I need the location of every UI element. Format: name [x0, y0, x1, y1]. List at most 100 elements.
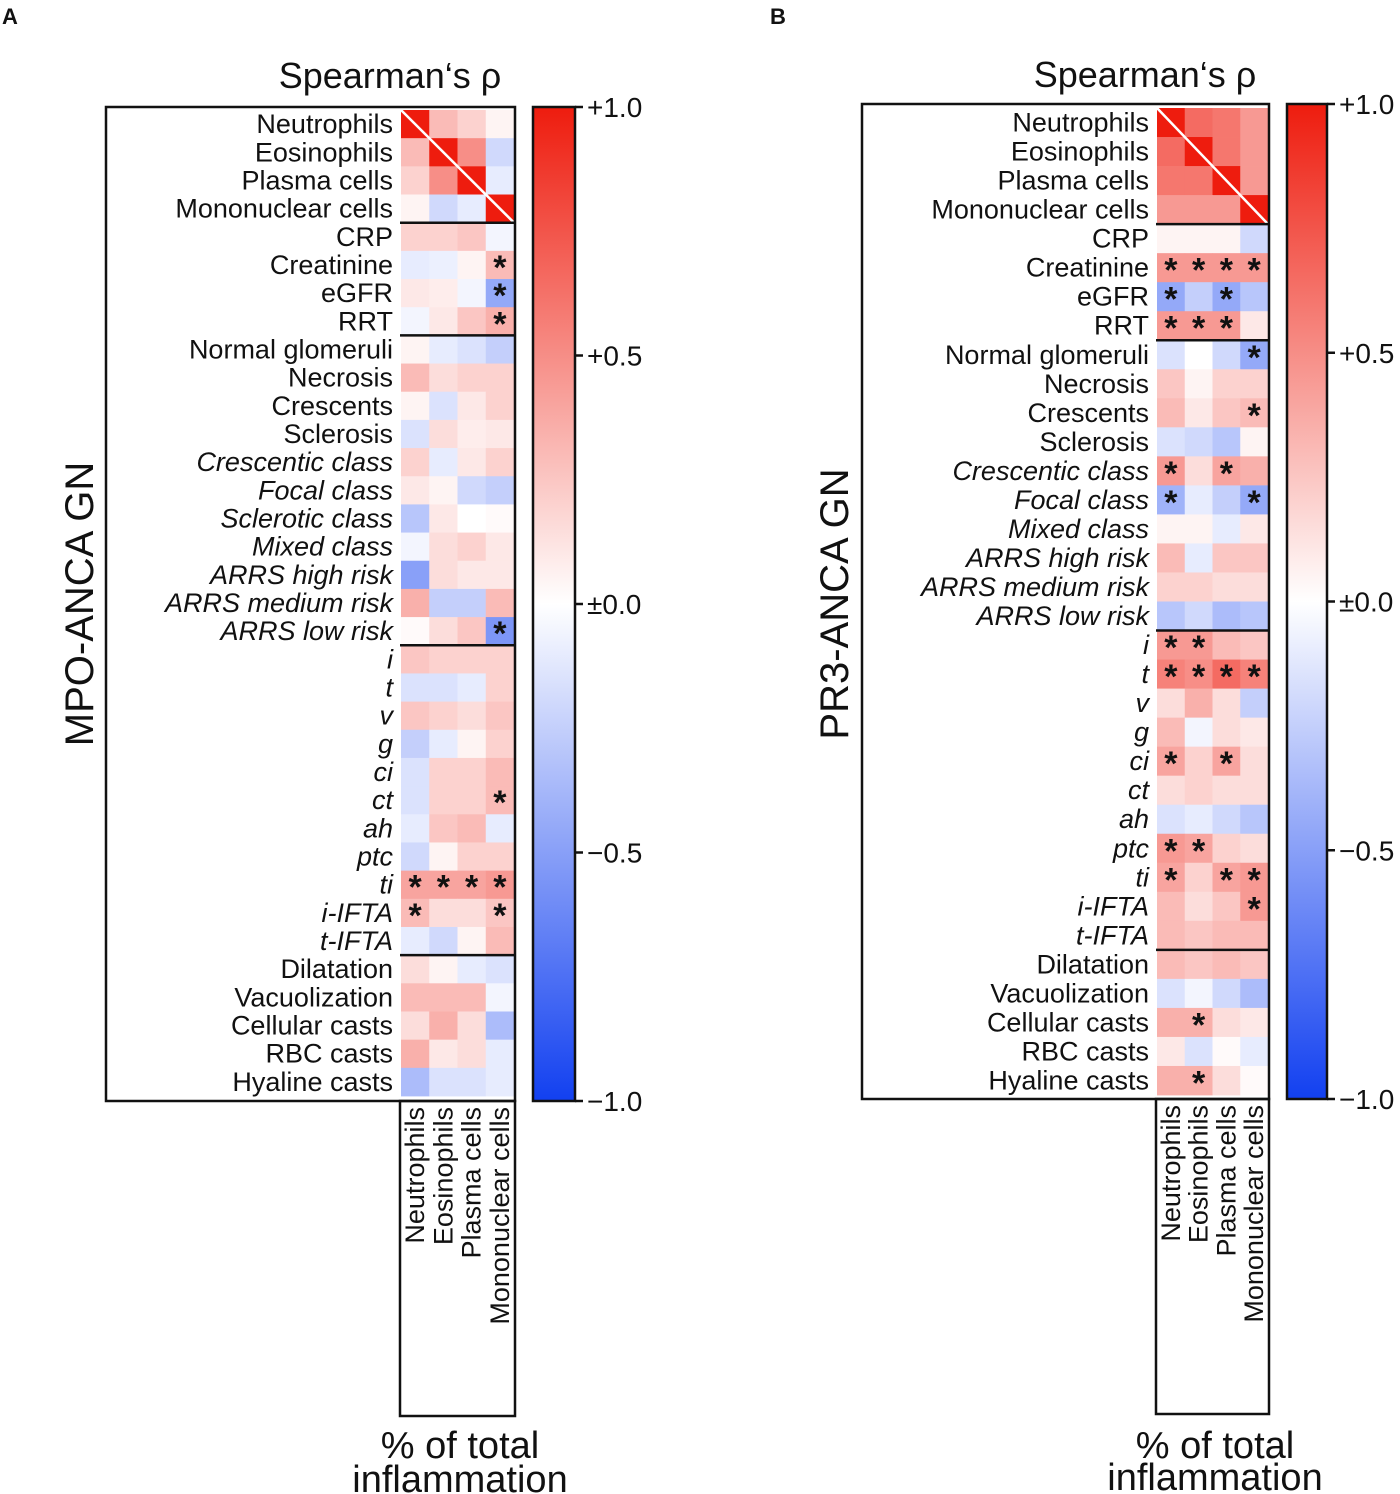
heatmap-cell — [1184, 659, 1213, 689]
row-label: ARRS medium risk — [919, 572, 1151, 602]
heatmap-cell — [1157, 543, 1186, 573]
heatmap-cell — [1240, 688, 1269, 719]
heatmap-cell — [401, 926, 430, 956]
heatmap-cell — [401, 898, 430, 928]
significance-star: * — [1164, 252, 1178, 290]
heatmap-cell — [429, 983, 458, 1012]
heatmap-cell — [457, 138, 487, 167]
heatmap-cell — [1184, 398, 1213, 428]
heatmap-cell — [429, 307, 458, 336]
row-label: Sclerosis — [283, 419, 393, 449]
heatmap-cell — [429, 1011, 458, 1041]
row-label: ARRS medium risk — [163, 588, 395, 618]
heatmap-cell — [1157, 659, 1186, 689]
column-label-box — [1154, 1097, 1271, 1416]
row-label: RBC casts — [1021, 1036, 1149, 1066]
heatmap-cell — [1157, 1036, 1186, 1067]
heatmap-cell — [485, 757, 515, 787]
row-label: ct — [372, 785, 395, 815]
heatmap-cell — [1212, 456, 1241, 486]
heatmap-cell — [1184, 195, 1213, 225]
heatmap-cell — [457, 110, 487, 139]
colorbar-tick-label: +0.5 — [1339, 338, 1394, 369]
heatmap-cell — [1184, 978, 1213, 1009]
heatmap-cell — [1240, 949, 1269, 980]
row-label: g — [1134, 717, 1149, 747]
significance-star: * — [1220, 658, 1234, 696]
heatmap-cell — [1157, 688, 1186, 719]
column-label: Neutrophils — [1156, 1105, 1186, 1242]
significance-star: * — [1164, 745, 1178, 783]
heatmap-cell — [401, 673, 430, 702]
significance-star: * — [493, 897, 507, 935]
row-label: Crescentic class — [196, 447, 393, 477]
row-label: Neutrophils — [1012, 108, 1149, 138]
heatmap-cell — [457, 1067, 487, 1097]
heatmap-cell — [429, 729, 458, 759]
row-label: Focal class — [1014, 485, 1149, 515]
heatmap-cell — [485, 1039, 515, 1069]
row-label: Cellular casts — [231, 1011, 393, 1041]
heatmap-cell — [1212, 949, 1241, 980]
significance-star: * — [1164, 310, 1178, 348]
row-label: ptc — [356, 842, 394, 872]
significance-star: * — [493, 305, 507, 343]
heatmap-cell — [429, 279, 458, 308]
row-label: Eosinophils — [1011, 137, 1149, 167]
heatmap-cell — [1240, 108, 1269, 138]
heatmap-cell — [429, 842, 458, 872]
heatmap-cell — [457, 645, 487, 674]
heatmap-cell — [485, 138, 515, 167]
heatmap-cell — [401, 194, 430, 224]
row-label: Normal glomeruli — [189, 334, 393, 364]
heatmap-cell — [1240, 630, 1269, 660]
heatmap-cell — [1240, 253, 1269, 283]
heatmap-cell — [1240, 456, 1269, 486]
heatmap-cell — [401, 532, 430, 562]
heatmap-cell — [1240, 427, 1269, 457]
y-axis-label: PR3-ANCA GN — [813, 468, 857, 739]
significance-star: * — [1192, 629, 1206, 667]
heatmap-cell — [401, 250, 430, 280]
heatmap-panel-b: Spearman‘s ρ* * * ** ** * **** ** ** ** * * ** ** ** * *… — [813, 54, 1394, 1494]
significance-star: * — [1164, 455, 1178, 493]
significance-star: * — [1192, 310, 1206, 348]
heatmap-cell — [1240, 717, 1269, 748]
heatmap-cell — [401, 419, 430, 449]
significance-star: * — [1248, 861, 1262, 899]
heatmap-cell — [1157, 282, 1186, 312]
row-label: Hyaline casts — [232, 1067, 393, 1097]
heatmap-cell — [457, 617, 487, 646]
colorbar-tick-label: +1.0 — [587, 92, 642, 123]
heatmap-cell — [485, 983, 515, 1012]
row-label: Normal glomeruli — [945, 340, 1149, 370]
heatmap-cell — [485, 532, 515, 562]
heatmap-cell — [1157, 514, 1186, 544]
heatmap-cell — [457, 814, 487, 843]
heatmap-cell — [1212, 369, 1241, 399]
heatmap-cell — [457, 983, 487, 1012]
colorbar-tick-label: +1.0 — [1339, 89, 1394, 120]
heatmap-cell — [457, 307, 487, 336]
heatmap-cell — [401, 645, 430, 674]
heatmap-cell — [1157, 862, 1186, 893]
significance-star: * — [1248, 484, 1262, 522]
colorbar-tick-label: −0.5 — [1339, 835, 1394, 866]
heatmap-cell — [1184, 572, 1213, 602]
heatmap-cell — [1184, 253, 1213, 283]
heatmap-cell — [401, 729, 430, 759]
heatmap-cell — [401, 560, 430, 590]
heatmap-cell — [1184, 427, 1213, 457]
heatmap-cell — [429, 926, 458, 956]
heatmap-cell — [1184, 775, 1213, 806]
row-label: ct — [1128, 775, 1151, 805]
heatmap-cell — [1157, 833, 1186, 864]
heatmap-cell — [401, 1039, 430, 1069]
heatmap-cell — [1212, 427, 1241, 457]
heatmap-cell — [1212, 224, 1241, 254]
heatmap-cell — [457, 363, 487, 393]
heatmap-cell — [1157, 978, 1186, 1009]
row-label: Mononuclear cells — [931, 195, 1149, 225]
significance-star: * — [1220, 861, 1234, 899]
heatmap-cell — [1184, 891, 1213, 922]
